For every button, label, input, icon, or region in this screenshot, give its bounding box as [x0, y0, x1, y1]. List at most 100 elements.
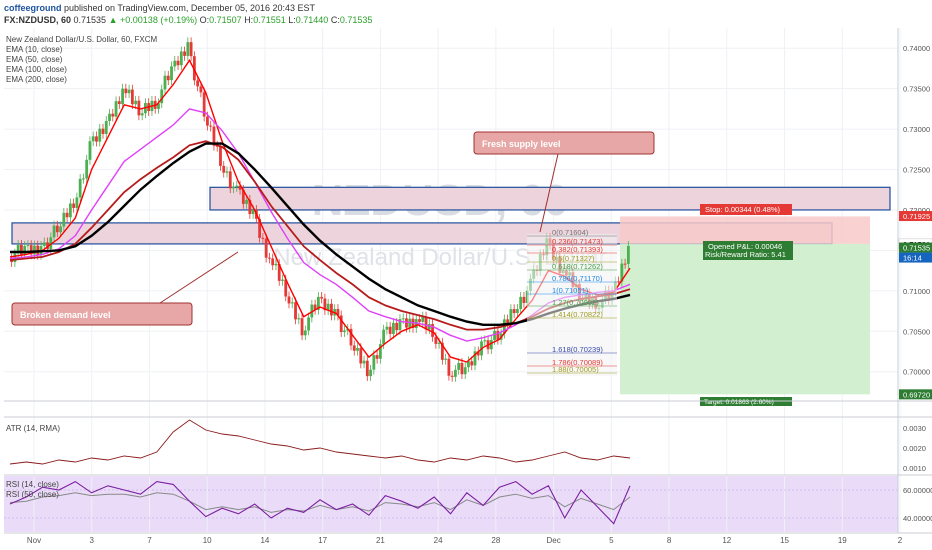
- x-tick-label: 19: [838, 536, 847, 545]
- candle-body: [359, 348, 363, 364]
- candle-body: [369, 369, 372, 377]
- y-tick-label: 0.70500: [903, 327, 930, 336]
- candle-body: [202, 92, 206, 117]
- candle-body: [313, 304, 317, 310]
- indicator-ema100-label[interactable]: EMA (100, close): [6, 65, 67, 74]
- author-link[interactable]: coffeeground: [4, 3, 62, 13]
- candle-body: [440, 342, 444, 360]
- candle-body: [65, 212, 69, 218]
- candle-body: [88, 141, 92, 160]
- candle-body: [23, 245, 27, 255]
- rsi50-line: [9, 492, 631, 513]
- candle-body: [225, 171, 229, 173]
- candle-body: [127, 89, 131, 94]
- indicator-ema10-label[interactable]: EMA (10, close): [6, 45, 63, 54]
- supply-pointer: [539, 153, 559, 233]
- candle-body: [476, 351, 480, 356]
- candle-body: [626, 245, 630, 264]
- candle-body: [46, 242, 49, 249]
- candle-body: [189, 42, 193, 57]
- candle-body: [20, 244, 23, 255]
- price-label-box: [899, 389, 932, 400]
- rsi-band: [4, 476, 898, 532]
- candle-body: [424, 316, 428, 330]
- candle-body: [245, 199, 248, 204]
- atr-tick-label: 0.0030: [903, 424, 926, 433]
- fib-level-label: 0.618(0.71262): [552, 262, 603, 271]
- candle-body: [238, 185, 242, 190]
- candle-body: [29, 245, 33, 255]
- candle-body: [42, 242, 46, 246]
- published-text: published on TradingView.com, December 0…: [64, 3, 316, 13]
- candle-body: [163, 75, 167, 90]
- candle-body: [303, 330, 307, 336]
- candle-body: [300, 318, 304, 336]
- fib-level-label: 1.786(0.70089): [552, 358, 603, 367]
- candle-body: [228, 171, 232, 189]
- candle-body: [427, 324, 431, 330]
- candle-body: [509, 309, 513, 324]
- candle-body: [121, 88, 124, 105]
- price-label: 16:14: [903, 254, 922, 263]
- candle-body: [294, 302, 297, 320]
- candle-body: [401, 318, 405, 320]
- candle-body: [196, 80, 200, 87]
- candle-body: [176, 60, 180, 66]
- candle-body: [258, 218, 262, 238]
- candle-body: [362, 360, 366, 364]
- candle-body: [52, 225, 56, 238]
- indicator-ema50-label[interactable]: EMA (50, close): [6, 55, 63, 64]
- candle-body: [215, 145, 219, 147]
- price-label: 0.71925: [903, 212, 930, 221]
- candle-body: [336, 309, 340, 316]
- rsi14-label[interactable]: RSI (14, close): [6, 480, 59, 489]
- candle-body: [55, 225, 59, 233]
- candle-body: [365, 360, 369, 377]
- candle-body: [493, 330, 496, 340]
- fib-level-label: 0.786(0.71170): [552, 274, 603, 283]
- candle-body: [72, 203, 76, 208]
- rsi50-label[interactable]: RSI (50, close): [6, 490, 59, 499]
- x-tick-label: 17: [318, 536, 327, 545]
- candle-body: [206, 116, 209, 126]
- x-tick-label: Dec: [546, 536, 560, 545]
- candle-body: [349, 328, 353, 346]
- stop-label-box: [700, 204, 792, 215]
- x-tick-label: 12: [722, 536, 731, 545]
- candle-body: [323, 298, 327, 311]
- candle-body: [261, 237, 265, 239]
- x-tick-label: 2: [898, 536, 903, 545]
- candle-body: [297, 318, 301, 320]
- price-label-box: [899, 242, 932, 253]
- price-label-box: [899, 211, 932, 222]
- rsi14-line: [9, 480, 631, 525]
- atr-label[interactable]: ATR (14, RMA): [6, 424, 61, 433]
- pnl-label: Opened P&L: 0.00046: [708, 242, 782, 251]
- candle-body: [352, 345, 356, 351]
- candle-body: [473, 351, 477, 366]
- symbol-label[interactable]: FX:NZDUSD, 60: [4, 15, 72, 25]
- x-tick-label: 8: [667, 536, 672, 545]
- candle-body: [470, 361, 474, 366]
- candle-body: [375, 355, 379, 359]
- y-tick-label: 0.74000: [903, 44, 930, 53]
- candle-body: [454, 369, 457, 377]
- candle-body: [522, 296, 526, 303]
- y-tick-label: 0.71000: [903, 287, 930, 296]
- atr-line: [9, 419, 631, 465]
- candle-body: [26, 245, 30, 247]
- candle-body: [356, 348, 359, 351]
- candle-body: [36, 245, 40, 255]
- candle-body: [421, 316, 425, 322]
- indicator-ema200-label[interactable]: EMA (200, close): [6, 75, 67, 84]
- x-tick-label: 10: [203, 536, 212, 545]
- fib-level-label: 1.618(0.70239): [552, 345, 603, 354]
- target-label: Target: 0.01863 (2.60%): [704, 399, 774, 406]
- candle-body: [388, 326, 392, 334]
- fib-level-label: 0(0.71604): [552, 228, 589, 237]
- x-tick-label: 14: [260, 536, 269, 545]
- candle-body: [277, 263, 281, 281]
- candle-body: [160, 89, 164, 104]
- candle-body: [385, 326, 389, 330]
